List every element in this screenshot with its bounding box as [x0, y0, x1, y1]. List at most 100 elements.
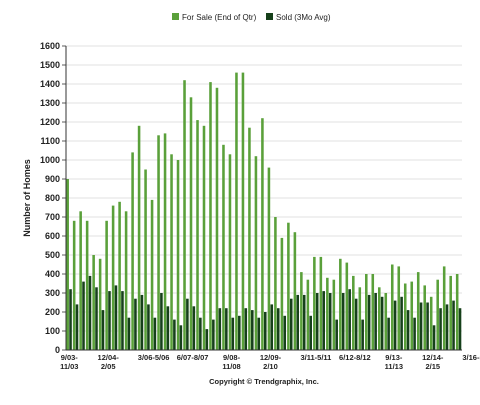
bar-sold [445, 304, 449, 350]
x-tick-label: 6/07-8/07 [177, 353, 209, 362]
bar-for-sale [157, 135, 160, 350]
bar-sold [192, 306, 196, 350]
bar-for-sale [403, 283, 407, 350]
bar-sold [367, 294, 371, 350]
bars [66, 72, 462, 351]
bar-sold [400, 296, 403, 350]
bar-sold [69, 289, 72, 350]
y-tick-label: 1500 [40, 60, 60, 70]
bar-sold [238, 315, 241, 350]
bar-for-sale [442, 266, 446, 350]
y-tick-label: 600 [45, 231, 60, 241]
bar-sold [432, 325, 436, 350]
bar-for-sale [183, 80, 186, 350]
bar-for-sale [248, 127, 251, 350]
bar-sold [419, 302, 423, 350]
bar-sold [173, 319, 176, 350]
bar-sold [218, 308, 222, 350]
bar-sold [212, 319, 215, 350]
y-tick-label: 1600 [40, 41, 60, 51]
bar-sold [82, 281, 85, 350]
y-axis-ticks: 0 100 200 300 400 500 600 700 800 900 1000 1100 1200… [40, 41, 66, 355]
bar-for-sale [254, 156, 258, 350]
bar-for-sale [85, 220, 89, 350]
bar-sold [322, 291, 325, 350]
x-tick-label: 12/04- [98, 353, 120, 362]
bar-sold [88, 275, 92, 350]
bar-for-sale [293, 232, 297, 350]
y-tick-label: 300 [45, 288, 60, 298]
bar-for-sale [209, 82, 212, 350]
bar-for-sale [267, 167, 271, 350]
bar-sold [276, 308, 280, 350]
y-tick-label: 0 [55, 345, 60, 355]
bar-sold [283, 315, 287, 350]
y-tick-label: 800 [45, 193, 60, 203]
bar-sold [166, 306, 170, 350]
bar-sold [341, 293, 345, 350]
legend-label: For Sale (End of Qtr) [182, 13, 257, 22]
bar-sold [244, 308, 248, 350]
bar-for-sale [300, 272, 303, 350]
bar-sold [348, 289, 351, 350]
x-tick-label: 2/15 [425, 362, 440, 371]
x-tick-label: 3/11-5/11 [300, 353, 331, 362]
bar-sold [114, 285, 118, 350]
bar-for-sale [339, 258, 342, 350]
bar-for-sale [416, 272, 420, 350]
bar-sold [199, 317, 202, 350]
bar-for-sale [118, 201, 121, 350]
bar-sold [413, 317, 416, 350]
bar-for-sale [150, 199, 154, 350]
bar-for-sale [137, 125, 141, 350]
bar-sold [134, 298, 137, 350]
x-tick-label: 9/03- [61, 353, 79, 362]
bar-for-sale [98, 258, 102, 350]
x-tick-label: 2/05 [101, 362, 116, 371]
x-tick-label: 9/08- [223, 353, 241, 362]
bar-sold [108, 291, 111, 350]
bar-sold [374, 293, 377, 350]
bar-for-sale [455, 274, 459, 350]
bar-sold [95, 287, 98, 350]
bar-sold [296, 294, 300, 350]
bar-for-sale [66, 179, 69, 350]
y-tick-label: 1400 [40, 79, 60, 89]
x-tick-label: 6/12-8/12 [339, 353, 371, 362]
bar-for-sale [261, 118, 264, 350]
bar-for-sale [131, 152, 134, 350]
bar-for-sale [241, 72, 245, 350]
bar-sold [75, 304, 79, 350]
bar-for-sale [423, 285, 426, 350]
bar-sold [179, 325, 183, 350]
bar-sold [335, 319, 338, 350]
bar-sold [264, 312, 267, 350]
bar-for-sale [429, 296, 433, 350]
bar-sold [354, 298, 358, 350]
legend-label: Sold (3Mo Avg) [276, 13, 331, 22]
bar-sold [393, 300, 397, 350]
bar-sold [270, 304, 274, 350]
bar-sold [231, 317, 235, 350]
y-tick-label: 1300 [40, 98, 60, 108]
bar-sold [309, 315, 312, 350]
bar-for-sale [124, 211, 128, 350]
y-axis-label: Number of Homes [22, 159, 32, 237]
x-tick-label: 12/14- [422, 353, 444, 362]
bar-for-sale [390, 264, 394, 350]
bar-sold [361, 319, 364, 350]
bar-sold [186, 298, 189, 350]
x-axis-ticks: 9/03-11/03 12/04-2/05 3/06-5/06 6/07-8/07 9/… [60, 353, 480, 371]
bar-for-sale [144, 169, 147, 350]
legend-swatch [266, 13, 273, 20]
bar-for-sale [79, 211, 82, 350]
bar-for-sale [202, 125, 206, 350]
bar-sold [315, 293, 319, 350]
bar-for-sale [163, 133, 167, 350]
bar-for-sale [313, 256, 316, 350]
y-tick-label: 1200 [40, 117, 60, 127]
bar-sold [140, 294, 144, 350]
bar-sold [205, 329, 209, 350]
copyright-footer: Copyright © Trendgraphix, Inc. [209, 377, 319, 386]
